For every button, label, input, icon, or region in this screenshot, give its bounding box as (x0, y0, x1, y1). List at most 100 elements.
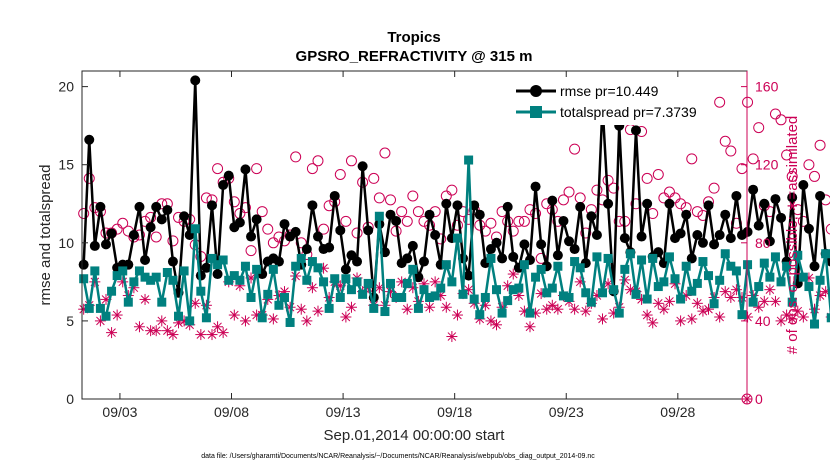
totalspread-point (536, 264, 546, 274)
totalspread-point (280, 292, 290, 302)
totalspread-point (330, 274, 340, 284)
chart-subtitle: GPSRO_REFRACTIVITY @ 315 m (296, 48, 533, 65)
totalspread-point (447, 277, 457, 287)
totalspread-point (419, 285, 429, 295)
assimilated-obs-point (306, 282, 318, 294)
totalspread-point (90, 266, 100, 276)
assimilated-obs-point (758, 295, 770, 307)
totalspread-point (380, 307, 390, 317)
possible-obs-point (385, 194, 397, 206)
totalspread-point (413, 303, 423, 313)
assimilated-obs-point (597, 313, 609, 325)
totalspread-point (235, 275, 245, 285)
totalspread-point (558, 291, 568, 301)
totalspread-point (402, 278, 412, 288)
assimilated-obs-point (491, 319, 503, 331)
chart-title: Tropics (387, 29, 440, 46)
rmse-point (675, 228, 686, 239)
totalspread-point (107, 286, 117, 296)
possible-obs-point (658, 192, 670, 204)
totalspread-point (319, 277, 329, 287)
rmse-point (212, 269, 223, 280)
assimilated-obs-point (485, 315, 497, 327)
totalspread-point (704, 271, 714, 281)
assimilated-obs-point (301, 315, 313, 327)
x-axis: 09/03 09/08 09/13 09/18 09/23 09/28 (102, 71, 696, 420)
totalspread-point (737, 310, 747, 320)
totalspread-point (497, 308, 507, 318)
possible-obs-point (691, 206, 703, 218)
assimilated-obs-point (195, 329, 207, 341)
totalspread-point (469, 294, 479, 304)
totalspread-point (313, 263, 323, 273)
totalspread-point (503, 296, 513, 306)
totalspread-point (397, 292, 407, 302)
rmse-point (686, 253, 697, 264)
possible-obs-point (825, 223, 830, 235)
totalspread-point (826, 313, 830, 323)
totalspread-point (174, 311, 184, 321)
x-tick-label: 09/28 (660, 404, 695, 420)
legend-box (510, 79, 703, 125)
totalspread-point (307, 257, 317, 267)
totalspread-point (95, 303, 105, 313)
totalspread-point (586, 297, 596, 307)
possible-obs-point (117, 217, 129, 229)
possible-obs-point (318, 223, 330, 235)
totalspread-point (123, 297, 133, 307)
totalspread-point (140, 272, 150, 282)
assimilated-obs-point (658, 303, 670, 315)
totalspread-point (129, 277, 139, 287)
totalspread-point (603, 253, 613, 263)
possible-obs-point (781, 149, 793, 161)
totalspread-point (681, 261, 691, 271)
totalspread-point (687, 286, 697, 296)
rmse-point (324, 242, 335, 253)
totalspread-point (118, 266, 128, 276)
totalspread-point (263, 289, 273, 299)
right-y-axis: 0 40 80 120 160 (741, 71, 779, 407)
rmse-point (809, 261, 820, 272)
possible-obs-point (580, 227, 592, 239)
possible-obs-point (803, 159, 815, 171)
totalspread-point (776, 277, 786, 287)
possible-obs-point (78, 208, 90, 220)
right-y-tick-label: 40 (755, 313, 771, 329)
rmse-point (697, 237, 708, 248)
rmse-point (223, 170, 234, 181)
totalspread-point (715, 275, 725, 285)
totalspread-point (430, 291, 440, 301)
possible-obs-point (167, 235, 179, 247)
assimilated-obs-point (675, 315, 687, 327)
possible-obs-point (686, 153, 698, 165)
totalspread-point (134, 266, 144, 276)
rmse-point (731, 190, 742, 201)
possible-obs-point (379, 147, 391, 159)
rmse-point (725, 233, 736, 244)
totalspread-point (218, 255, 228, 265)
totalspread-point (514, 283, 524, 293)
totalspread-point (425, 292, 435, 302)
possible-obs-point (641, 172, 653, 184)
totalspread-point (754, 282, 764, 292)
rmse-point (407, 240, 418, 251)
x-tick-label: 09/13 (326, 404, 361, 420)
rmse-point (709, 239, 720, 250)
totalspread-point (358, 289, 368, 299)
rmse-point (335, 225, 346, 236)
assimilated-obs-point (295, 303, 307, 315)
totalspread-point (252, 264, 262, 274)
totalspread-point (369, 303, 379, 313)
totalspread-point (374, 211, 384, 221)
assimilated-obs-point (161, 325, 173, 337)
assimilated-obs-point (546, 299, 558, 311)
possible-obs-point (228, 196, 240, 208)
assimilated-obs-point (440, 301, 452, 313)
assimilated-obs-point (769, 295, 781, 307)
rmse-point (681, 209, 692, 220)
totalspread-point (709, 299, 719, 309)
possible-obs-point (669, 192, 681, 204)
totalspread-series (79, 155, 830, 329)
rmse-point (89, 240, 100, 251)
assimilated-obs-point (541, 303, 553, 315)
